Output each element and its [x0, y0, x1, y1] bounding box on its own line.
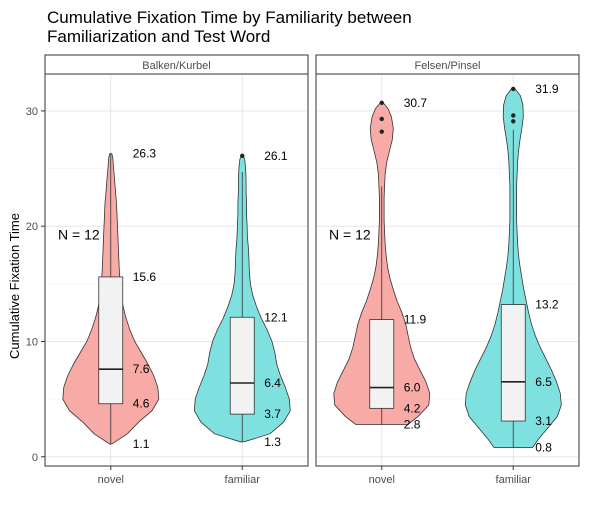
violin-group-familiar: 31.9 13.2 6.5 3.1 0.8 familiar: [464, 82, 562, 486]
value-label: 4.2: [404, 401, 421, 415]
x-tick-label: novel: [98, 474, 124, 486]
x-tick-label: novel: [369, 474, 395, 486]
value-label: 3.7: [264, 407, 281, 421]
outlier-point: [511, 119, 516, 124]
outlier-point: [379, 100, 384, 106]
y-tick-label: 0: [32, 452, 38, 464]
violin-group-novel: 30.7 11.9 6.0 4.2 2.8 novel: [333, 96, 431, 486]
x-tick-label: familiar: [496, 474, 532, 486]
y-axis-label: Cumulative Fixation Time: [7, 213, 22, 359]
value-label: 12.1: [264, 310, 288, 324]
value-label: 1.3: [264, 435, 281, 449]
value-label: 30.7: [404, 96, 428, 110]
outlier-point: [379, 129, 384, 134]
panel-strip-label: Balken/Kurbel: [142, 60, 211, 72]
box-familiar: [229, 316, 255, 415]
value-label: 26.3: [133, 147, 157, 161]
chart-title-line-1: Cumulative Fixation Time by Familiarity …: [47, 8, 412, 27]
panel-strip-label: Felsen/Pinsel: [414, 60, 480, 72]
panel-1: Felsen/Pinsel 30.7 11.9 6.0 4.2 2.8 novel 31.9 1…: [315, 54, 580, 486]
panels: 0 10 20 30 Balken/Kurbel 26.3 15.6 7.6 4.6 1.1 nov…: [26, 54, 580, 486]
x-tick-label: familiar: [225, 474, 261, 486]
value-label: 0.8: [535, 441, 552, 455]
n-label: N = 12: [58, 226, 100, 242]
value-label: 31.9: [535, 82, 559, 96]
outlier-point: [511, 86, 516, 92]
value-label: 6.4: [264, 376, 281, 390]
value-label: 6.0: [404, 381, 421, 395]
outlier-point: [511, 113, 516, 118]
panel-border: [44, 73, 309, 467]
chart-title-line-2: Familiarization and Test Word: [47, 27, 270, 46]
y-tick-label: 10: [26, 336, 38, 348]
panel-strip: [45, 55, 308, 74]
value-label: 15.6: [133, 270, 157, 284]
value-label: 7.6: [133, 362, 150, 376]
box-novel: [98, 276, 124, 405]
value-label: 1.1: [133, 437, 150, 451]
outlier-point: [379, 116, 384, 122]
value-label: 6.5: [535, 375, 552, 389]
y-tick-label: 20: [26, 221, 38, 233]
panel-strip: [316, 55, 579, 74]
y-tick-label: 30: [26, 106, 38, 118]
value-label: 26.1: [264, 149, 288, 163]
n-label: N = 12: [329, 226, 371, 242]
violin-group-novel: 26.3 15.6 7.6 4.6 1.1 novel: [62, 147, 160, 486]
value-label: 2.8: [404, 417, 421, 431]
outlier-point: [240, 153, 245, 159]
panel-0: Balken/Kurbel 26.3 15.6 7.6 4.6 1.1 novel 26.1 1…: [44, 54, 309, 486]
box-familiar: [500, 304, 526, 422]
value-label: 3.1: [535, 414, 552, 428]
violin-group-familiar: 26.1 12.1 6.4 3.7 1.3 familiar: [193, 149, 291, 486]
value-label: 4.6: [133, 397, 150, 411]
value-label: 13.2: [535, 298, 559, 312]
value-label: 11.9: [404, 313, 427, 327]
panel-border: [315, 73, 580, 467]
box-novel: [369, 319, 395, 409]
